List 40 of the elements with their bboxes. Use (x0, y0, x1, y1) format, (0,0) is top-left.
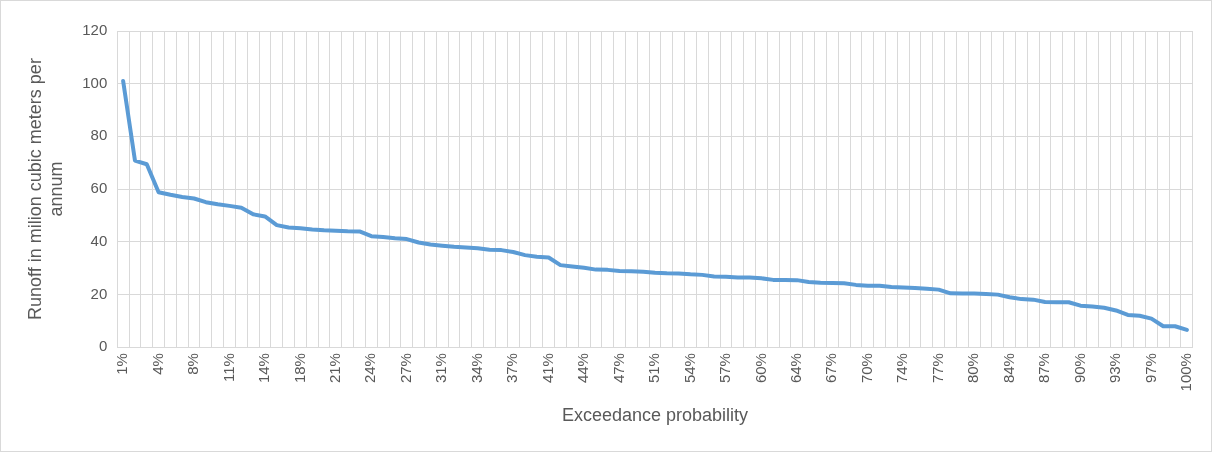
x-tick-label: 93% (1106, 353, 1124, 384)
x-tick-label: 14% (255, 353, 273, 384)
y-tick-label: 80 (90, 126, 108, 144)
x-tick-label: 51% (645, 353, 663, 384)
x-tick-label: 1% (113, 353, 131, 375)
x-tick-label: 90% (1070, 353, 1088, 384)
x-tick-label: 27% (396, 353, 414, 384)
y-tick-label: 40 (90, 231, 108, 249)
x-tick-label: 4% (148, 353, 166, 375)
x-tick-label: 37% (503, 353, 521, 384)
x-tick-label: 47% (609, 353, 627, 384)
x-tick-label: 24% (361, 353, 379, 384)
x-tick-label: 44% (574, 353, 592, 384)
x-tick-label: 74% (893, 353, 911, 384)
y-tick-label: 100 (82, 73, 108, 91)
x-axis-title: Exceedance probability (561, 405, 749, 426)
x-tick-label: 41% (538, 353, 556, 384)
x-tick-label: 80% (964, 353, 982, 384)
x-tick-label: 84% (999, 353, 1017, 384)
y-tick-label: 120 (82, 21, 108, 39)
x-tick-label: 8% (184, 353, 202, 375)
x-tick-label: 34% (467, 353, 485, 384)
x-tick-label: 21% (326, 353, 344, 384)
x-tick-label: 54% (680, 353, 698, 384)
x-tick-label: 18% (290, 353, 308, 384)
x-tick-label: 70% (857, 353, 875, 384)
y-tick-label: 0 (98, 337, 108, 355)
x-tick-label: 67% (822, 353, 840, 384)
x-tick-label: 97% (1141, 353, 1159, 384)
x-tick-label: 77% (928, 353, 946, 384)
x-tick-label: 87% (1035, 353, 1053, 384)
x-tick-label: 100% (1177, 353, 1195, 392)
y-axis-title: Runoff in milion cubic meters per annum (24, 58, 67, 320)
x-tick-label: 60% (751, 353, 769, 384)
x-tick-label: 11% (219, 353, 237, 382)
y-tick-label: 20 (90, 284, 108, 302)
y-tick-label: 60 (90, 179, 108, 197)
x-tick-label: 31% (432, 353, 450, 384)
x-tick-label: 64% (786, 353, 804, 384)
x-tick-label: 57% (716, 353, 734, 384)
